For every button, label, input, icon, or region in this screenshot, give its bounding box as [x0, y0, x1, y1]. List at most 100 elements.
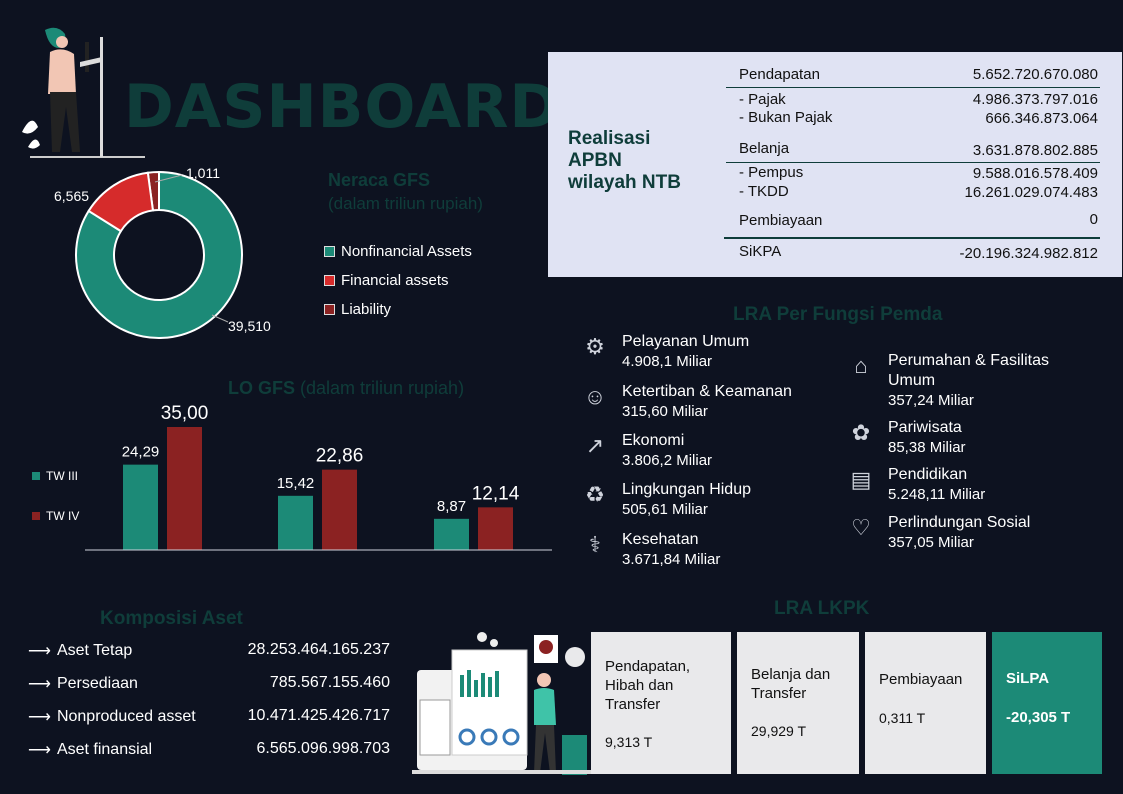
apbn-value-sikpa: -20.196.324.982.812 — [959, 245, 1098, 262]
lkpk-card-pembiayaan: Pembiayaan 0,311 T — [865, 632, 986, 774]
divider — [726, 87, 1100, 88]
arrow-icon: ⟶ — [28, 676, 51, 693]
donut-label-nonfinancial: 39,510 — [228, 318, 271, 334]
fungsi-value: 3.806,2 Miliar — [622, 452, 713, 469]
aset-value: 785.567.155.460 — [269, 674, 390, 691]
realisasi-apbn-panel: Realisasi APBN wilayah NTB Pendapatan 5.… — [548, 52, 1122, 277]
aset-value: 6.565.096.998.703 — [256, 740, 390, 757]
lo-gfs-title: LO GFS (dalam triliun rupiah) — [228, 378, 464, 399]
bar-value-label: 12,14 — [472, 483, 520, 504]
card-label: Pendapatan, Hibah dan Transfer — [605, 658, 691, 713]
fungsi-name: Ekonomi — [622, 432, 685, 449]
legend-swatch — [32, 472, 40, 480]
arrow-icon: ⟶ — [28, 709, 51, 726]
fungsi-name: Kesehatan — [622, 531, 699, 548]
fungsi-item: ♡ Perlindungan Sosial 357,05 Miliar — [846, 513, 1030, 553]
donut-slice-nonfinancial-assets — [75, 170, 243, 339]
fungsi-name: Perumahan & Fasilitas Umum — [888, 352, 1049, 389]
arrow-icon: ⟶ — [28, 742, 51, 759]
divider — [724, 237, 1100, 239]
bar-tw-iii — [278, 495, 313, 550]
apbn-label-bukan-pajak: - Bukan Pajak — [739, 109, 833, 126]
apbn-heading: Realisasi APBN wilayah NTB — [568, 128, 708, 194]
apbn-heading-line: wilayah NTB — [568, 172, 681, 193]
apbn-heading-line: Realisasi — [568, 128, 651, 149]
fungsi-value: 505,61 Miliar — [622, 501, 708, 518]
neraca-donut-chart — [75, 170, 243, 339]
legend-label: Liability — [341, 301, 392, 318]
aset-label: Aset Tetap — [56, 642, 133, 659]
neraca-title: Neraca GFS — [328, 170, 431, 190]
aset-label: Nonproduced asset — [56, 708, 196, 725]
donut-slice-financial-assets — [87, 171, 155, 233]
fungsi-value: 315,60 Miliar — [622, 403, 708, 420]
fungsi-value: 357,05 Miliar — [888, 534, 974, 551]
divider — [726, 162, 1100, 163]
fungsi-item: ✿ Pariwisata 85,38 Miliar — [846, 418, 966, 458]
apbn-label-pendapatan: Pendapatan — [739, 66, 820, 83]
bar-value-label: 22,86 — [316, 446, 364, 467]
card-value: 9,313 T — [605, 734, 653, 750]
growth-chart-icon: ↗ — [585, 433, 605, 458]
apbn-label-pajak: - Pajak — [739, 91, 786, 108]
bar-tw-iii — [123, 464, 158, 550]
lra-fungsi-title: LRA Per Fungsi Pemda — [733, 304, 943, 325]
house-icon: ⌂ — [854, 353, 868, 378]
fungsi-name: Pariwisata — [888, 419, 962, 436]
neraca-subtitle: (dalam triliun rupiah) — [328, 194, 483, 213]
person-laptop-illustration — [22, 27, 145, 158]
legend-tw4: TW IV — [32, 509, 79, 523]
apbn-label-sikpa: SiKPA — [739, 243, 782, 260]
apbn-label-pembiayaan: Pembiayaan — [739, 212, 823, 229]
legend-liability: Liability — [324, 301, 391, 318]
fungsi-item: ⚕ Kesehatan 3.671,84 Miliar — [580, 530, 720, 570]
stethoscope-icon: ⚕ — [589, 532, 601, 557]
card-label: Belanja dan Transfer — [751, 666, 831, 702]
arrow-icon: ⟶ — [28, 643, 51, 660]
apbn-heading-line: APBN — [568, 150, 622, 171]
fungsi-value: 85,38 Miliar — [888, 439, 966, 456]
apbn-value-pajak: 4.986.373.797.016 — [972, 91, 1098, 108]
bar-tw-iv — [167, 427, 202, 550]
apbn-value-bukan-pajak: 666.346.873.064 — [985, 110, 1098, 127]
fungsi-value: 4.908,1 Miliar — [622, 353, 713, 370]
apbn-value-pempus: 9.588.016.578.409 — [972, 165, 1098, 182]
apbn-value-pembiayaan: 0 — [1089, 211, 1098, 228]
apbn-label-pempus: - Pempus — [739, 164, 804, 181]
legend-tw3: TW III — [32, 469, 78, 483]
komposisi-title: Komposisi Aset — [100, 608, 243, 629]
tourism-icon: ✿ — [851, 420, 871, 445]
card-value: -20,305 T — [1006, 709, 1071, 726]
legend-financial: Financial assets — [324, 272, 449, 289]
lkpk-card-silpa: SiLPA -20,305 T — [992, 632, 1102, 774]
legend-label: TW III — [46, 469, 78, 483]
aset-row: ⟶ Aset finansial 6.565.096.998.703 — [28, 740, 390, 760]
card-value: 0,311 T — [879, 710, 926, 726]
lo-gfs-title-rest: (dalam triliun rupiah) — [295, 378, 465, 398]
aset-row: ⟶ Persediaan 785.567.155.460 — [28, 674, 390, 694]
legend-label: TW IV — [46, 509, 80, 523]
legend-label: Nonfinancial Assets — [341, 243, 472, 260]
apbn-label-tkdd: - TKDD — [739, 183, 789, 200]
lkpk-title: LRA LKPK — [774, 598, 870, 619]
analyst-dashboard-illustration — [412, 632, 592, 775]
bar-tw-iv — [478, 507, 513, 550]
bar-value-label: 8,87 — [437, 498, 466, 515]
bar-tw-iii — [434, 518, 469, 550]
legend-swatch — [32, 512, 40, 520]
fungsi-value: 3.671,84 Miliar — [622, 551, 721, 568]
fungsi-item: ▤ Pendidikan 5.248,11 Miliar — [846, 465, 986, 505]
legend-swatch — [324, 275, 335, 286]
fungsi-item: ⌂ Perumahan & Fasilitas Umum 357,24 Milia… — [846, 351, 1078, 411]
fungsi-name: Perlindungan Sosial — [888, 514, 1031, 531]
officer-icon: ☺ — [583, 384, 607, 409]
aset-row: ⟶ Aset Tetap 28.253.464.165.237 — [28, 641, 390, 661]
legend-label: Financial assets — [341, 272, 449, 289]
legend-swatch — [324, 246, 335, 257]
lkpk-card-pendapatan: Pendapatan, Hibah dan Transfer 9,313 T — [591, 632, 731, 774]
fungsi-item: ↗ Ekonomi 3.806,2 Miliar — [580, 431, 712, 471]
legend-swatch — [324, 304, 335, 315]
fungsi-value: 5.248,11 Miliar — [888, 486, 986, 503]
apbn-label-belanja: Belanja — [739, 140, 790, 157]
